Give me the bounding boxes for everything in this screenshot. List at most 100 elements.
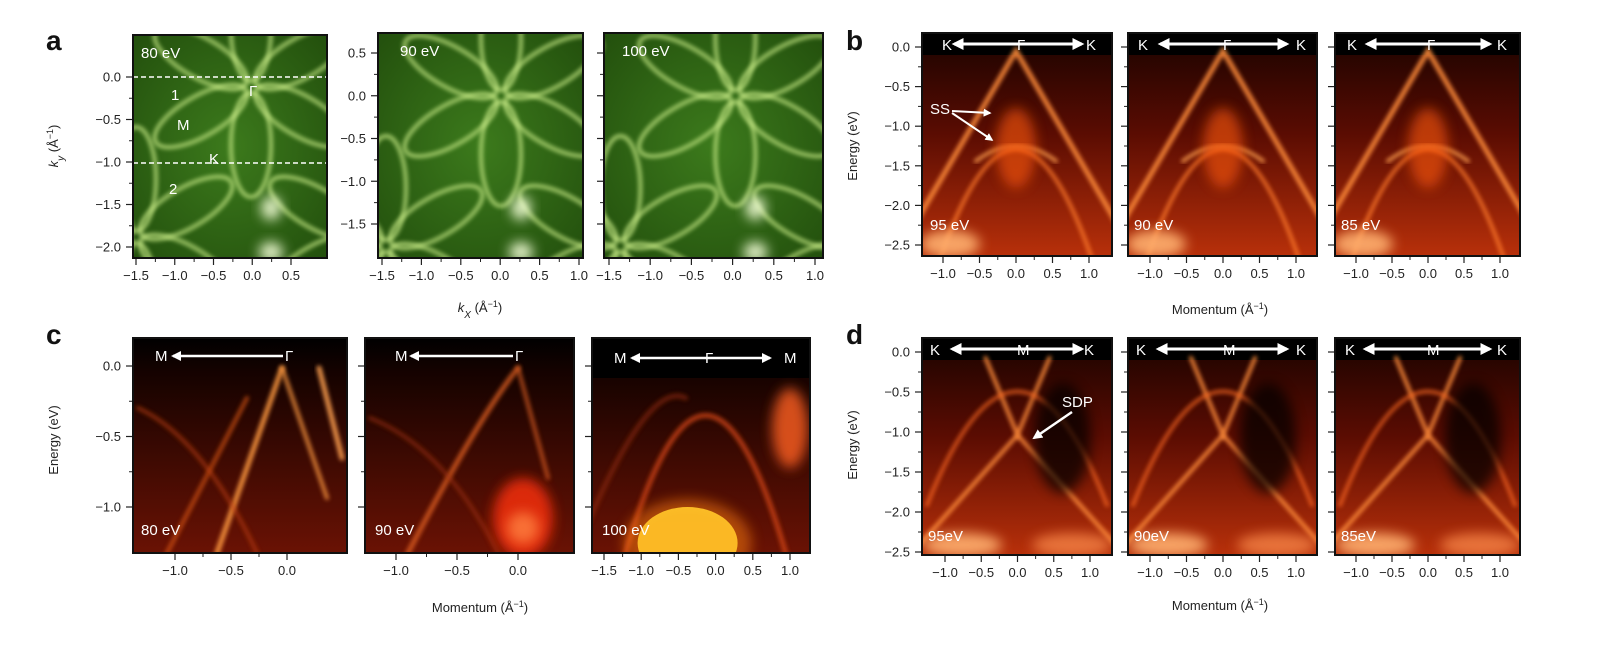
- x-tick-label: −1.0: [1343, 565, 1369, 580]
- plot-image: [1335, 338, 1520, 555]
- annotation: 90 eV: [375, 522, 414, 539]
- contour: [604, 241, 619, 258]
- band: [922, 46, 1112, 220]
- annotation: K: [930, 342, 940, 359]
- glow: [261, 196, 281, 220]
- glow: [511, 196, 531, 220]
- y-tick-label: 0.0: [892, 40, 910, 55]
- x-tick-label: −0.5: [444, 563, 470, 578]
- band: [280, 366, 329, 500]
- x-tick-label: −1.0: [932, 565, 958, 580]
- contour: [1, 93, 41, 197]
- plot: −1.0 −0.5 0.0 0.5 1.0 85eV K M K: [1328, 337, 1521, 580]
- x-tick-label: −1.0: [409, 268, 435, 283]
- pointer-arrow: [951, 108, 992, 117]
- x-tick-label: 0.0: [1214, 266, 1232, 281]
- annotation: Γ: [1223, 37, 1231, 54]
- contour: [229, 35, 273, 83]
- axis-label: ky (Å−1): [45, 125, 67, 168]
- y-tick-label: −0.5: [95, 429, 121, 444]
- x-tick-label: 1.0: [1081, 565, 1099, 580]
- annotation: 90eV: [1134, 528, 1169, 545]
- contour: [503, 91, 583, 159]
- x-tick-label: 0.0: [278, 563, 296, 578]
- label-unit: (Å: [471, 300, 488, 315]
- glow: [1237, 533, 1317, 555]
- annotation: M: [784, 350, 797, 367]
- axis-label: Momentum (Å−1): [1172, 301, 1268, 317]
- contour: [637, 33, 734, 101]
- contour: [1, 0, 41, 81]
- x-tick-label: 0.5: [531, 268, 549, 283]
- plot-image: [592, 338, 810, 553]
- contour: [133, 241, 153, 258]
- axis-label: Momentum (Å−1): [432, 599, 528, 615]
- annotation: 85eV: [1341, 528, 1376, 545]
- annotation: 90 eV: [400, 43, 439, 60]
- y-tick-label: −1.5: [884, 158, 910, 173]
- pointer-arrow: [1032, 410, 1073, 440]
- annotation: 80 eV: [141, 45, 180, 62]
- plot: −1.0 −0.5 0.0 90 eV M Γ: [358, 337, 575, 578]
- x-tick-label: −1.0: [162, 563, 188, 578]
- panel-letter: c: [46, 319, 62, 350]
- label-end: ): [46, 125, 61, 129]
- annotation: Γ: [1017, 37, 1025, 54]
- glow: [772, 388, 808, 468]
- annotation: K: [1296, 342, 1306, 359]
- x-tick-label: −0.5: [679, 268, 705, 283]
- band: [623, 413, 789, 553]
- band: [165, 396, 249, 553]
- contour: [637, 91, 734, 159]
- contour: [152, 82, 249, 150]
- annotation: Γ: [705, 350, 713, 367]
- annotation: M: [1223, 342, 1236, 359]
- glow: [996, 108, 1036, 188]
- annotation: K: [1136, 342, 1146, 359]
- y-tick-label: −0.5: [95, 112, 121, 127]
- contour: [133, 125, 158, 233]
- annotation: 1: [171, 87, 179, 104]
- y-tick-label: −1.5: [95, 197, 121, 212]
- glow: [743, 242, 768, 258]
- x-tick-label: −1.5: [596, 268, 622, 283]
- annotation: SDP: [1062, 394, 1093, 411]
- contour: [402, 33, 499, 101]
- x-tick-label: −0.5: [967, 266, 993, 281]
- plot: −1.5 −1.0 −0.5 0.0 0.50.0−0.5−1.0−1.5−2.080 …: [1, 0, 328, 283]
- plot: −1.5 −1.0 −0.5 0.0 0.5 1.0 100 eV M Γ M: [585, 337, 811, 578]
- annotation: K: [1138, 37, 1148, 54]
- contour: [713, 33, 758, 92]
- x-tick-label: 0.5: [1455, 266, 1473, 281]
- axis-label: kX (Å−1): [458, 299, 502, 321]
- x-tick-label: −1.0: [1137, 266, 1163, 281]
- x-tick-label: −1.0: [1343, 266, 1369, 281]
- x-tick-label: −1.0: [637, 268, 663, 283]
- band: [368, 416, 500, 553]
- plot: −1.0 −0.5 0.0 0.5 1.0 90 eV K Γ K: [1121, 32, 1318, 281]
- annotation: M: [614, 350, 627, 367]
- x-tick-label: 0.5: [1250, 565, 1268, 580]
- contour: [138, 174, 235, 242]
- y-tick-label: 0.5: [348, 46, 366, 61]
- plot-image: [1128, 33, 1317, 256]
- contour: [737, 91, 823, 159]
- contour: [479, 33, 523, 92]
- panel-letter: d: [846, 319, 863, 350]
- annotation: 80 eV: [141, 522, 180, 539]
- contour: [604, 183, 619, 251]
- contour: [752, 183, 823, 251]
- contour: [604, 134, 643, 242]
- y-tick-label: 0.0: [348, 88, 366, 103]
- x-tick-label: −1.0: [162, 268, 188, 283]
- x-tick-label: 0.5: [1455, 565, 1473, 580]
- x-tick-label: 0.0: [1419, 565, 1437, 580]
- contour: [517, 183, 583, 251]
- x-tick-label: −1.5: [369, 268, 395, 283]
- x-tick-label: 0.5: [1250, 266, 1268, 281]
- contour: [138, 232, 235, 258]
- y-tick-label: −2.5: [884, 238, 910, 253]
- y-tick-label: −2.0: [884, 505, 910, 520]
- label-sup: −1: [1254, 301, 1264, 311]
- annotation: Γ: [249, 83, 257, 100]
